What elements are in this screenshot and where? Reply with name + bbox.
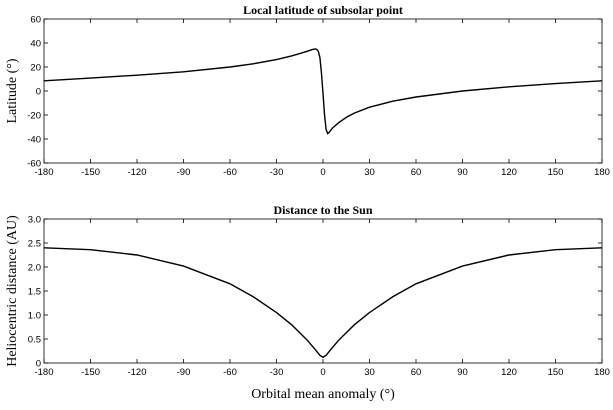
- y-tick-label: 20: [30, 63, 41, 74]
- x-tick-label: 150: [548, 367, 564, 378]
- x-tick-label: 120: [501, 367, 517, 378]
- x-tick-label: 120: [501, 167, 517, 178]
- x-tick-label: -30: [270, 367, 284, 378]
- y-tick-label: 0.5: [28, 335, 41, 346]
- x-tick-label: 0: [320, 167, 325, 178]
- x-tick-label: -120: [127, 167, 146, 178]
- distance-chart-title: Distance to the Sun: [273, 203, 372, 217]
- x-tick-label: 180: [594, 167, 610, 178]
- y-tick-label: 60: [30, 15, 41, 26]
- distance-y-axis-label: Heliocentric distance (AU): [5, 215, 20, 367]
- y-tick-label: 1.0: [28, 311, 41, 322]
- x-tick-label: 30: [364, 367, 375, 378]
- y-tick-label: -60: [27, 159, 41, 170]
- x-tick-label: 180: [594, 367, 610, 378]
- latitude-ticks: -180 -150 -120 -90 -60 -30 0 30 60 90 120 150 180 60 4…: [27, 15, 610, 179]
- x-tick-label: 60: [411, 367, 422, 378]
- distance-x-axis-label: Orbital mean anomaly (°): [251, 387, 395, 402]
- x-tick-label: 60: [411, 167, 422, 178]
- x-tick-label: -90: [177, 367, 191, 378]
- x-tick-label: -150: [81, 367, 100, 378]
- y-tick-label: 3.0: [28, 215, 41, 226]
- distance-curve: [43, 247, 603, 359]
- x-tick-label: -180: [34, 367, 53, 378]
- x-tick-label: -150: [81, 167, 100, 178]
- y-tick-label: 0: [36, 359, 41, 370]
- distance-ticks: -180 -150 -120 -90 -60 -30 0 30 60 90 120 150 180 3.0…: [28, 215, 610, 379]
- x-tick-label: -60: [223, 367, 237, 378]
- y-tick-label: -40: [27, 135, 41, 146]
- y-tick-label: 1.5: [28, 287, 41, 298]
- y-tick-label: 2.5: [28, 239, 41, 250]
- y-tick-label: 0: [36, 87, 41, 98]
- latitude-y-axis-label: Latitude (°): [5, 58, 20, 123]
- latitude-panel: Local latitude of subsolar point Latitud…: [5, 3, 610, 178]
- x-tick-label: 0: [320, 367, 325, 378]
- y-tick-label: -20: [27, 111, 41, 122]
- x-tick-label: 150: [548, 167, 564, 178]
- y-tick-label: 2.0: [28, 263, 41, 274]
- x-tick-label: 30: [364, 167, 375, 178]
- x-tick-label: 90: [457, 167, 468, 178]
- distance-panel: Distance to the Sun Heliocentric distanc…: [5, 203, 610, 402]
- latitude-chart-title: Local latitude of subsolar point: [243, 3, 403, 17]
- x-tick-label: 90: [457, 367, 468, 378]
- distance-plot-frame: [43, 218, 603, 364]
- x-tick-label: -90: [177, 167, 191, 178]
- y-tick-label: 40: [30, 39, 41, 50]
- x-tick-label: -30: [270, 167, 284, 178]
- x-tick-label: -180: [34, 167, 53, 178]
- x-tick-label: -60: [223, 167, 237, 178]
- x-tick-label: -120: [127, 367, 146, 378]
- latitude-curve: [43, 48, 603, 135]
